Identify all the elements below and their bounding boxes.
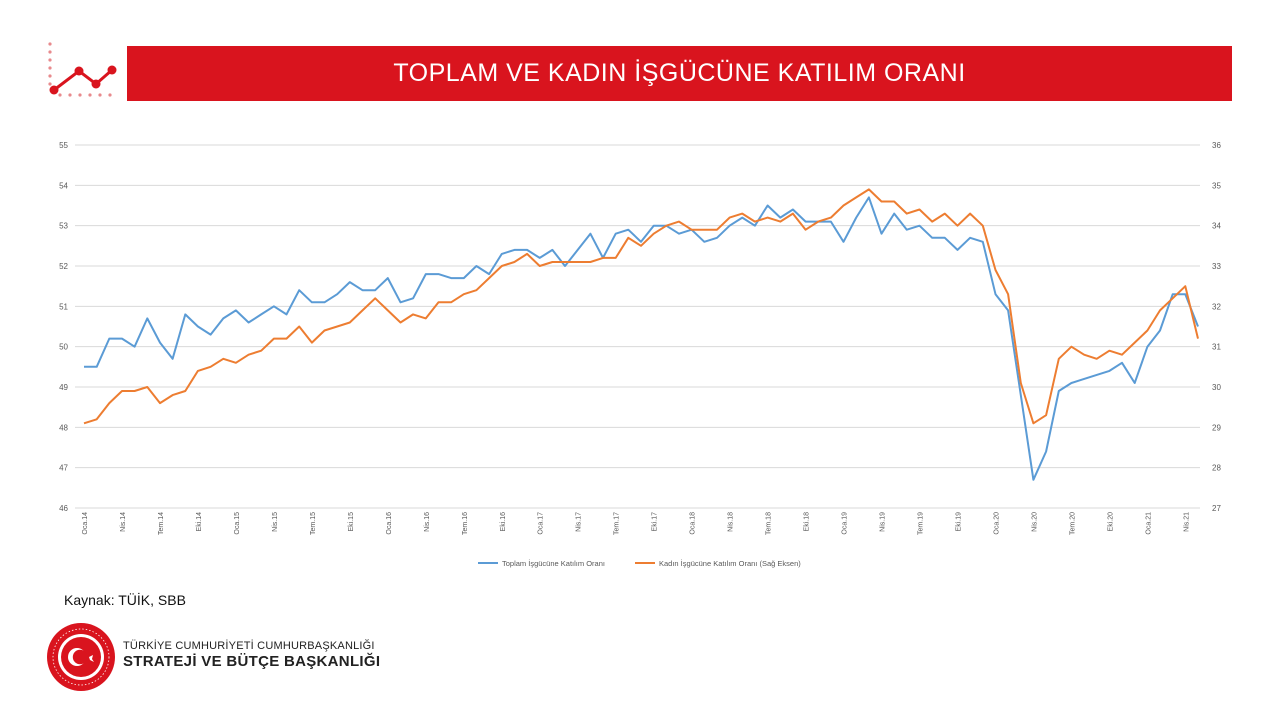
y-tick-label-right: 30 xyxy=(1212,383,1221,392)
x-tick-label: Nis.17 xyxy=(576,512,583,532)
x-tick-label: Eki.18 xyxy=(804,512,811,532)
x-tick-label: Oca.19 xyxy=(842,512,849,535)
y-tick-label-right: 32 xyxy=(1212,302,1221,311)
legend-label: Toplam İşgücüne Katılım Oranı xyxy=(502,559,605,568)
x-tick-label: Nis.15 xyxy=(272,512,279,532)
x-tick-label: Oca.21 xyxy=(1145,512,1152,535)
x-tick-label: Oca.15 xyxy=(234,512,241,535)
x-tick-label: Oca.17 xyxy=(538,512,545,535)
x-tick-label: Eki.15 xyxy=(348,512,355,532)
x-tick-label: Nis.20 xyxy=(1031,512,1038,532)
series-line-women xyxy=(83,188,1199,425)
y-tick-label-left: 49 xyxy=(59,383,68,392)
x-tick-label: Tem.15 xyxy=(310,512,317,535)
x-tick-label: Nis.21 xyxy=(1183,512,1190,532)
x-tick-label: Eki.14 xyxy=(196,512,203,532)
x-tick-label: Eki.20 xyxy=(1107,512,1114,532)
line-chart-logo-icon xyxy=(48,42,117,97)
seal-logo-icon xyxy=(47,623,115,691)
y-tick-label-right: 27 xyxy=(1212,504,1221,513)
legend-label: Kadın İşgücüne Katılım Oranı (Sağ Eksen) xyxy=(659,559,801,568)
y-tick-label-left: 51 xyxy=(59,302,68,311)
x-tick-label: Tem.14 xyxy=(158,512,165,535)
y-tick-label-left: 54 xyxy=(59,181,68,190)
y-tick-label-right: 33 xyxy=(1212,262,1221,271)
x-tick-label: Nis.19 xyxy=(880,512,887,532)
x-tick-label: Tem.16 xyxy=(462,512,469,535)
y-tick-label-right: 34 xyxy=(1212,222,1221,231)
x-tick-label: Oca.18 xyxy=(690,512,697,535)
x-tick-label: Oca.16 xyxy=(386,512,393,535)
y-tick-label-left: 48 xyxy=(59,423,68,432)
org-name-line1: TÜRKİYE CUMHURİYETİ CUMHURBAŞKANLIĞI xyxy=(123,640,375,652)
y-tick-label-left: 50 xyxy=(59,343,68,352)
header-bar: TOPLAM VE KADIN İŞGÜCÜNE KATILIM ORANI xyxy=(127,46,1232,101)
y-tick-label-right: 29 xyxy=(1212,423,1221,432)
y-tick-label-left: 55 xyxy=(59,141,68,150)
x-tick-label: Eki.19 xyxy=(955,512,962,532)
y-tick-label-left: 47 xyxy=(59,464,68,473)
y-tick-label-right: 28 xyxy=(1212,464,1221,473)
x-tick-label: Eki.16 xyxy=(500,512,507,532)
x-tick-label: Tem.18 xyxy=(766,512,773,535)
source-note: Kaynak: TÜİK, SBB xyxy=(64,592,186,608)
x-tick-label: Nis.18 xyxy=(728,512,735,532)
y-tick-label-left: 53 xyxy=(59,222,68,231)
y-tick-label-left: 46 xyxy=(59,504,68,513)
x-tick-label: Oca.14 xyxy=(82,512,89,535)
x-tick-label: Tem.19 xyxy=(918,512,925,535)
y-tick-label-right: 31 xyxy=(1212,343,1221,352)
y-tick-label-right: 35 xyxy=(1212,181,1221,190)
y-tick-label-left: 52 xyxy=(59,262,68,271)
x-tick-label: Oca.20 xyxy=(993,512,1000,535)
x-tick-label: Nis.16 xyxy=(424,512,431,532)
x-tick-label: Tem.20 xyxy=(1069,512,1076,535)
page-title: TOPLAM VE KADIN İŞGÜCÜNE KATILIM ORANI xyxy=(393,59,966,87)
y-tick-label-right: 36 xyxy=(1212,141,1221,150)
x-tick-label: Tem.17 xyxy=(614,512,621,535)
x-tick-label: Nis.14 xyxy=(120,512,127,532)
org-name-line2: STRATEJİ VE BÜTÇE BAŞKANLIĞI xyxy=(123,653,381,670)
series-line-total xyxy=(84,196,1199,481)
x-tick-label: Eki.17 xyxy=(652,512,659,532)
